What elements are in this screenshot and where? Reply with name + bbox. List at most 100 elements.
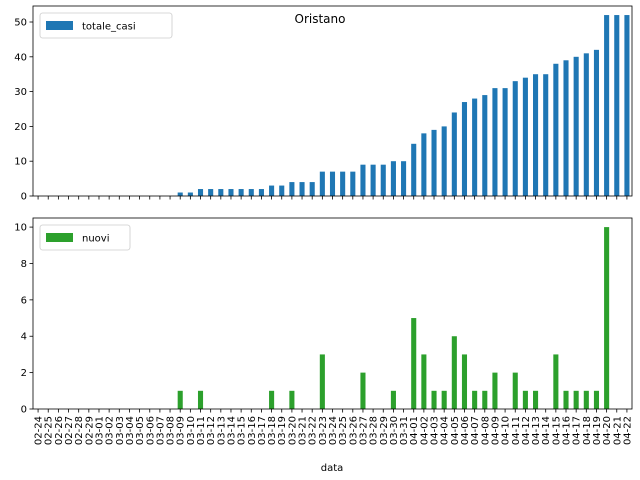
- x-tick-label-03-16: 03-16: [247, 416, 258, 445]
- x-tick-label-03-13: 03-13: [216, 416, 227, 445]
- x-tick-label-04-17: 04-17: [572, 416, 583, 445]
- bar-totale_casi-04-12: [522, 77, 528, 196]
- bar-nuovi-04-08: [482, 390, 488, 409]
- bar-totale_casi-04-11: [512, 81, 518, 196]
- x-tick-label-04-12: 04-12: [521, 416, 532, 445]
- y-tick-label-50: 50: [14, 18, 27, 29]
- x-tick-label-04-09: 04-09: [490, 416, 501, 445]
- legend-box: [39, 224, 131, 251]
- bar-totale_casi-03-16: [248, 189, 254, 196]
- bar-nuovi-04-19: [593, 390, 600, 409]
- x-tick-label-04-18: 04-18: [582, 416, 593, 445]
- bar-totale_casi-04-14: [543, 74, 549, 196]
- x-tick-label-03-27: 03-27: [358, 416, 369, 445]
- x-tick-label-03-09: 03-09: [176, 416, 187, 445]
- bar-nuovi-04-11: [512, 372, 518, 409]
- bar-totale_casi-03-15: [238, 189, 244, 196]
- x-tick-label-04-07: 04-07: [470, 416, 481, 445]
- legend-label-nuovi: nuovi: [82, 234, 110, 245]
- bar-totale_casi-03-12: [208, 189, 214, 196]
- bar-totale_casi-03-22: [309, 182, 315, 196]
- bar-totale_casi-04-22: [624, 15, 630, 196]
- x-tick-label-03-31: 03-31: [399, 416, 410, 445]
- x-tick-label-03-20: 03-20: [287, 416, 298, 445]
- x-tick-label-03-23: 03-23: [318, 416, 329, 445]
- bar-totale_casi-04-20: [604, 15, 610, 196]
- bar-nuovi-04-02: [421, 354, 427, 409]
- bar-nuovi-04-18: [583, 390, 589, 409]
- bar-nuovi-04-07: [472, 390, 478, 409]
- bar-totale_casi-03-20: [289, 182, 295, 196]
- legend-swatch-nuovi: [46, 233, 73, 242]
- x-tick-label-04-11: 04-11: [511, 416, 522, 445]
- x-tick-label-03-18: 03-18: [267, 416, 278, 445]
- x-tick-label-02-27: 02-27: [64, 416, 75, 445]
- bar-totale_casi-03-25: [340, 171, 346, 196]
- bar-totale_casi-04-03: [431, 129, 437, 196]
- legend-box: [39, 12, 173, 39]
- bar-totale_casi-03-31: [401, 161, 407, 196]
- x-tick-label-04-21: 04-21: [612, 416, 623, 445]
- y-tick-label-4: 4: [21, 332, 27, 343]
- bar-totale_casi-03-28: [370, 164, 376, 196]
- bar-nuovi-04-05: [451, 336, 457, 409]
- x-tick-label-04-14: 04-14: [541, 416, 552, 445]
- bar-nuovi-04-13: [533, 390, 539, 409]
- bar-totale_casi-03-13: [218, 189, 224, 196]
- x-tick-label-04-20: 04-20: [602, 416, 613, 445]
- x-tick-label-03-21: 03-21: [298, 416, 309, 445]
- x-tick-label-02-28: 02-28: [74, 416, 85, 445]
- x-tick-label-03-06: 03-06: [145, 416, 156, 445]
- bar-totale_casi-03-19: [279, 185, 285, 196]
- chart-title: Oristano: [295, 12, 346, 26]
- x-tick-label-04-08: 04-08: [480, 416, 491, 445]
- x-tick-label-03-07: 03-07: [155, 416, 166, 445]
- bar-nuovi-04-04: [441, 390, 447, 409]
- legend-totale_casi: totale_casi: [39, 12, 173, 39]
- x-tick-label-03-17: 03-17: [257, 416, 268, 445]
- bar-totale_casi-03-24: [329, 171, 336, 196]
- bar-totale_casi-04-04: [441, 126, 447, 196]
- bar-totale_casi-04-06: [461, 102, 468, 196]
- x-tick-label-03-01: 03-01: [94, 416, 105, 445]
- y-tick-label-10: 10: [14, 223, 27, 234]
- x-tick-label-03-14: 03-14: [226, 416, 237, 445]
- y-tick-label-40: 40: [14, 52, 27, 63]
- x-tick-label-03-22: 03-22: [308, 416, 319, 445]
- bar-totale_casi-04-08: [482, 95, 488, 196]
- bar-totale_casi-04-15: [553, 63, 559, 196]
- y-tick-label-2: 2: [21, 368, 27, 379]
- legend-swatch-totale_casi: [46, 21, 73, 30]
- x-tick-label-03-26: 03-26: [348, 416, 359, 445]
- bar-totale_casi-04-17: [573, 56, 579, 197]
- bar-totale_casi-03-21: [299, 182, 305, 196]
- bar-nuovi-04-20: [604, 227, 610, 409]
- top-panel-totale-casi: 0 10 20 30 40 50 totale_casi: [14, 5, 633, 203]
- bar-nuovi-04-06: [461, 354, 468, 409]
- bar-totale_casi-03-18: [269, 185, 275, 196]
- x-tick-label-04-06: 04-06: [460, 416, 471, 445]
- y-tick-label-0: 0: [21, 405, 27, 416]
- y-tick-label-20: 20: [14, 122, 27, 133]
- bar-nuovi-04-12: [522, 390, 528, 409]
- x-tick-label-03-24: 03-24: [328, 416, 339, 445]
- x-tick-label-03-08: 03-08: [166, 416, 177, 445]
- x-tick-label-03-25: 03-25: [338, 416, 349, 445]
- bar-totale_casi-03-29: [380, 164, 386, 196]
- x-tick-label-03-28: 03-28: [369, 416, 380, 445]
- bar-nuovi-03-11: [197, 390, 204, 409]
- bar-totale_casi-03-09: [177, 192, 183, 196]
- bar-nuovi-04-15: [553, 354, 559, 409]
- x-tick-label-03-03: 03-03: [115, 416, 126, 445]
- x-axis-label: data: [321, 463, 344, 474]
- x-tick-label-04-19: 04-19: [592, 416, 603, 445]
- bar-totale_casi-04-21: [614, 15, 620, 196]
- bar-nuovi-03-18: [269, 390, 275, 409]
- y-tick-label-0: 0: [21, 192, 27, 203]
- bar-nuovi-04-09: [492, 372, 498, 409]
- x-tick-label-04-10: 04-10: [501, 416, 512, 445]
- x-tick-label-03-12: 03-12: [206, 416, 217, 445]
- y-tick-label-30: 30: [14, 87, 27, 98]
- bar-nuovi-04-17: [573, 390, 579, 409]
- bar-totale_casi-04-02: [421, 133, 427, 196]
